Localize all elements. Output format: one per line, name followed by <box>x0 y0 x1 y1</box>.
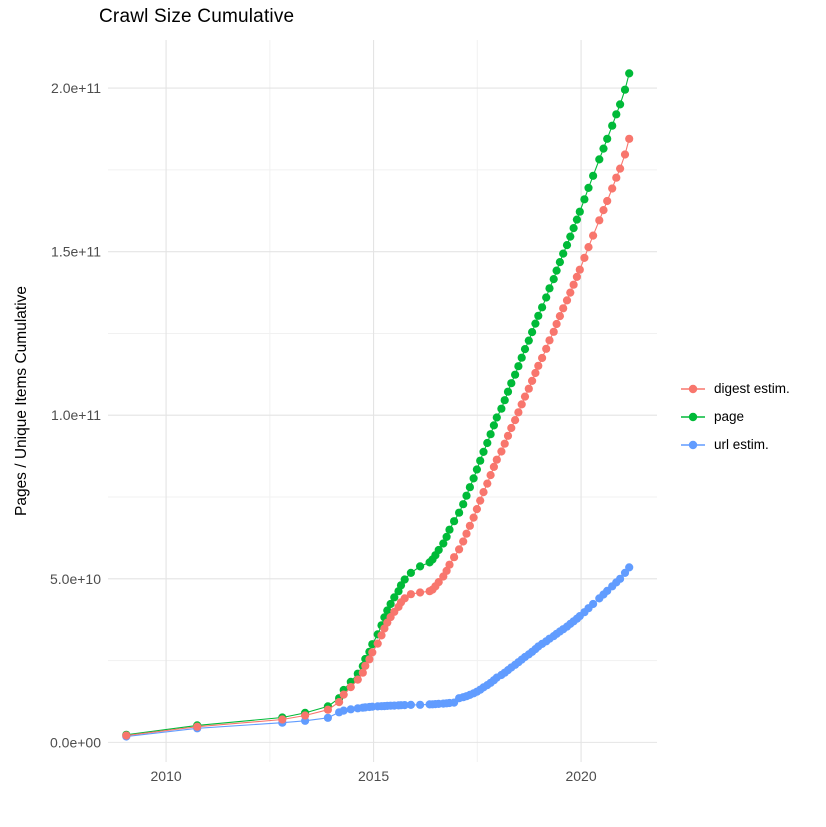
chart-title: Crawl Size Cumulative <box>99 6 295 27</box>
y-axis-label: Pages / Unique Items Cumulative <box>13 285 30 517</box>
legend-item-url-estim: url estim. <box>680 435 790 454</box>
legend-key-line-dot-icon <box>681 384 705 393</box>
legend-item-digest-estim: digest estim. <box>680 379 790 398</box>
legend-key-line-dot-icon <box>681 440 705 449</box>
svg-text:2010: 2010 <box>151 768 182 784</box>
svg-text:2020: 2020 <box>565 768 596 784</box>
legend-label: page <box>714 409 745 424</box>
legend-label: digest estim. <box>714 381 790 396</box>
svg-text:5.0e+10: 5.0e+10 <box>50 571 101 587</box>
svg-text:2015: 2015 <box>358 768 389 784</box>
legend-key-line-dot-icon <box>681 412 705 421</box>
svg-text:0.0e+00: 0.0e+00 <box>50 734 101 750</box>
legend-label: url estim. <box>714 437 769 452</box>
legend: digest estim. page url estim. <box>680 379 790 454</box>
svg-text:1.5e+11: 1.5e+11 <box>51 244 101 260</box>
legend-item-page: page <box>680 407 790 426</box>
svg-text:2.0e+11: 2.0e+11 <box>51 80 101 96</box>
svg-text:1.0e+11: 1.0e+11 <box>51 407 101 423</box>
